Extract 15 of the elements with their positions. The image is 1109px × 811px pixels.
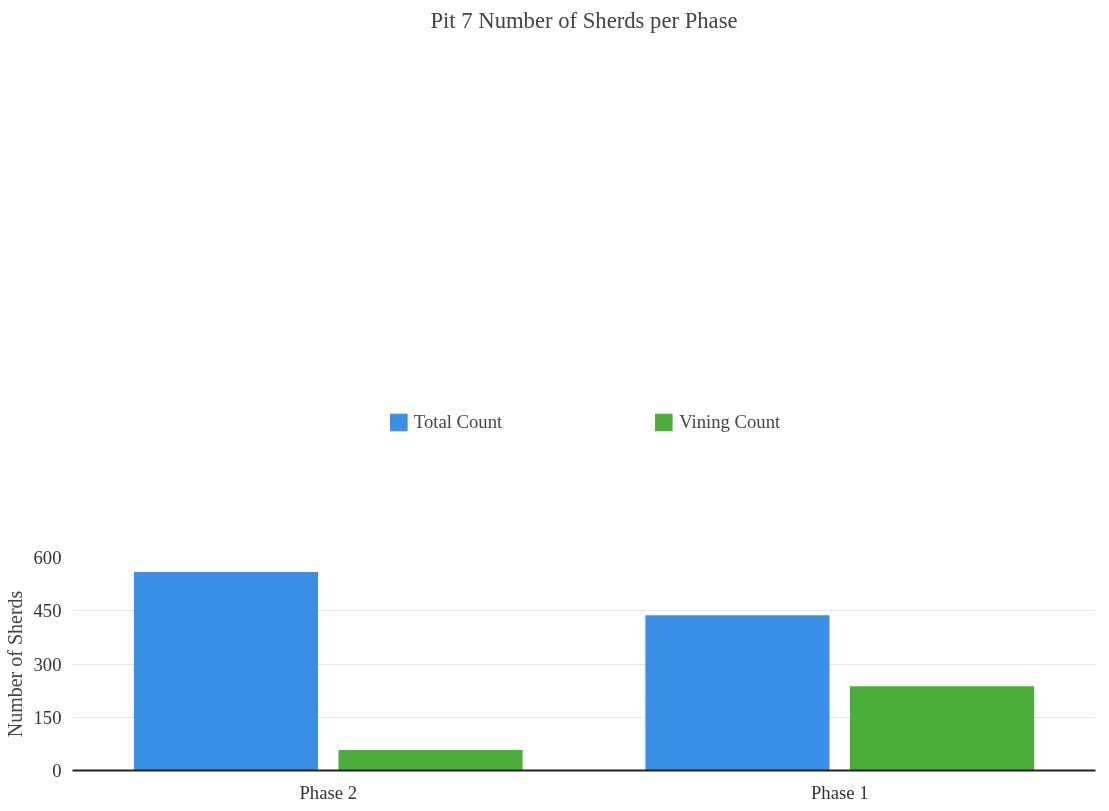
y-tick-label: 600 [33, 547, 62, 568]
chart-title: Pit 7 Number of Sherds per Phase [430, 7, 738, 33]
y-axis-title: Number of Sherds [3, 590, 26, 738]
x-tick-label: Phase 1 [810, 781, 869, 803]
x-tick-label: Phase 2 [299, 781, 358, 803]
y-tick-label: 150 [33, 706, 62, 728]
legend-label: Vining Count [679, 410, 781, 433]
legend-label: Total Count [413, 410, 503, 433]
bar [338, 749, 523, 771]
bar [133, 572, 319, 771]
bar [645, 615, 830, 771]
y-tick-label: 300 [33, 653, 62, 675]
y-tick-label: 450 [33, 600, 62, 622]
bar [849, 686, 1035, 771]
y-tick-label: 0 [52, 760, 62, 781]
